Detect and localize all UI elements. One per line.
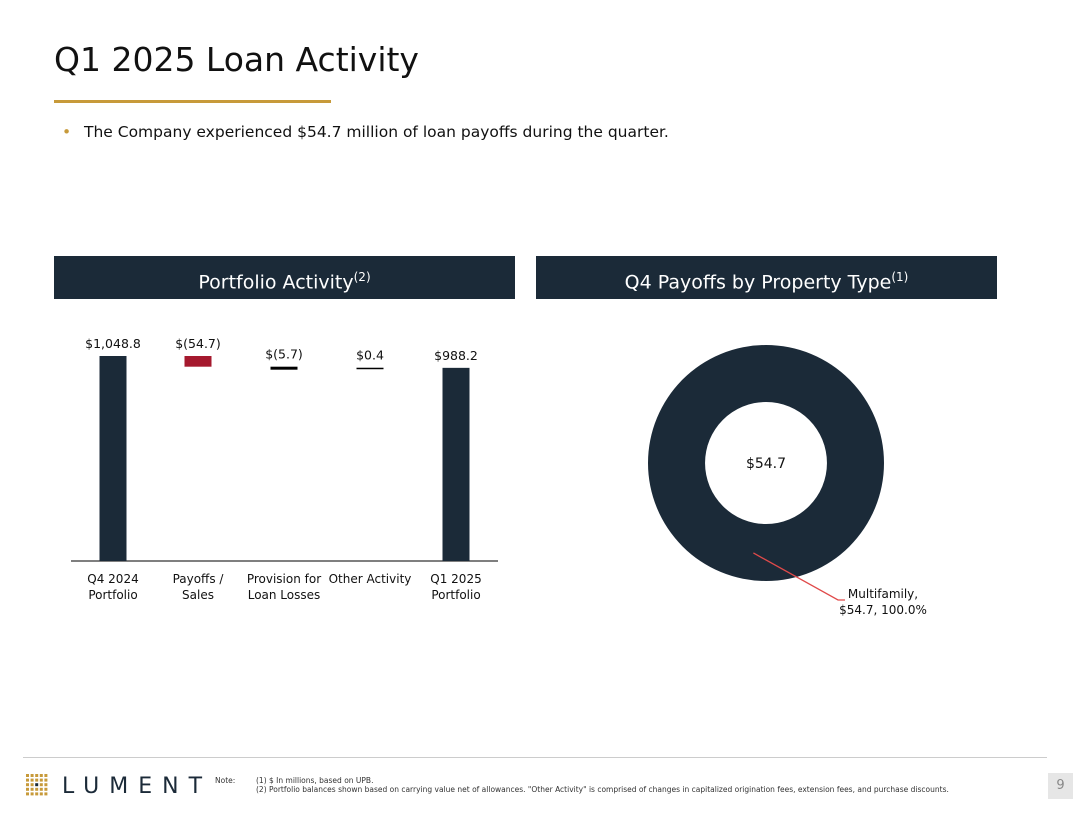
logo-square [39, 778, 43, 782]
logo-square [30, 783, 34, 787]
leader-line [753, 552, 845, 601]
logo-square [44, 783, 48, 787]
x-tick-label: Provision for Loan Losses [246, 572, 322, 602]
footer-rule [23, 757, 1047, 758]
logo-square [26, 774, 29, 777]
bar [270, 366, 298, 370]
panel-header: Q4 Payoffs by Property Type(1) [536, 256, 997, 299]
note: (1) $ In millions, based on UPB. [256, 776, 374, 785]
logo-square [39, 792, 43, 796]
x-tick-label: Q4 2024 Portfolio [87, 572, 139, 602]
data-label: $1,048.8 [85, 336, 141, 351]
data-label: $988.2 [434, 348, 478, 363]
logo-square [35, 778, 39, 782]
data-label: Multifamily, $54.7, 100.0% [839, 587, 927, 617]
bar [184, 356, 212, 367]
bar [356, 367, 384, 370]
logo-square [30, 778, 34, 782]
x-tick-label: Q1 2025 Portfolio [430, 572, 482, 602]
logo-square [35, 792, 39, 796]
title-note: (2) [353, 270, 371, 284]
logo-square [26, 778, 29, 782]
logo-square [44, 787, 48, 791]
data-label: $(54.7) [175, 336, 221, 351]
logo-square [30, 787, 34, 791]
logo: LUMENT [62, 774, 213, 799]
logo-square [35, 774, 39, 777]
donut-slice [648, 345, 884, 581]
notes: (1) $ In millions, based on UPB. (2) Por… [256, 776, 986, 794]
logo-square [35, 787, 39, 791]
data-label: $0.4 [356, 348, 384, 363]
bar [442, 367, 470, 561]
title-note: (1) [891, 270, 909, 284]
logo-square [30, 774, 34, 777]
logo-mark [26, 774, 48, 796]
logo-square [44, 778, 48, 782]
title-rule [54, 100, 331, 103]
chart-title: Portfolio Activity [198, 271, 354, 294]
bullet-text: The Company experienced $54.7 million of… [84, 123, 669, 141]
note: (2) Portfolio balances shown based on ca… [256, 785, 949, 794]
x-tick-label: Other Activity [328, 572, 412, 586]
note-label: Note: [215, 776, 236, 785]
bar [99, 356, 127, 561]
logo-square [39, 787, 43, 791]
logo-square [30, 792, 34, 796]
logo-square [26, 787, 29, 791]
logo-square [44, 774, 48, 777]
x-tick-label: Payoffs / Sales [172, 572, 224, 602]
logo-square [39, 783, 43, 787]
logo-square [35, 783, 39, 787]
slide-title: Q1 2025 Loan Activity [54, 40, 419, 79]
logo-square [39, 774, 43, 777]
bullet-dot: • [62, 123, 72, 141]
logo-square [44, 792, 48, 796]
chart-title: Q4 Payoffs by Property Type [624, 271, 892, 294]
data-label: $(5.7) [265, 347, 303, 362]
logo-square [26, 783, 29, 787]
center-label: $54.7 [746, 456, 786, 472]
page-number: 9 [1048, 773, 1073, 799]
logo-square [26, 792, 29, 796]
panel-header: Portfolio Activity(2) [54, 256, 515, 299]
